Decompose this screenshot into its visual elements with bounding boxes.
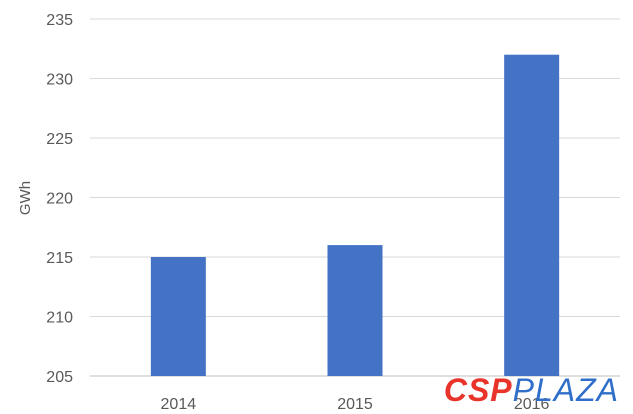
bar-2014: [150, 257, 206, 376]
x-tick-labels: 2014 2015 2016: [161, 396, 550, 413]
y-tick-label: 215: [46, 250, 73, 267]
x-tick-label: 2016: [514, 396, 550, 413]
watermark-plaza: PLAZA: [512, 372, 619, 408]
x-tick-label: 2015: [337, 396, 373, 413]
y-tick-label: 205: [46, 369, 73, 386]
csp-plaza-watermark: CSPPLAZA: [444, 374, 619, 406]
y-axis-label: GWh: [17, 181, 34, 215]
y-tick-label: 235: [46, 12, 73, 29]
bar-2015: [327, 245, 383, 376]
y-tick-labels: 205 210 215 220 225 230 235: [46, 12, 73, 386]
y-tick-label: 225: [46, 131, 73, 148]
y-tick-label: 220: [46, 191, 73, 208]
y-tick-label: 230: [46, 72, 73, 89]
bars: [150, 54, 560, 376]
x-tick-label: 2014: [161, 396, 197, 413]
watermark-csp: CSP: [443, 372, 513, 408]
y-tick-label: 210: [46, 310, 73, 327]
bar-2016: [504, 54, 560, 376]
